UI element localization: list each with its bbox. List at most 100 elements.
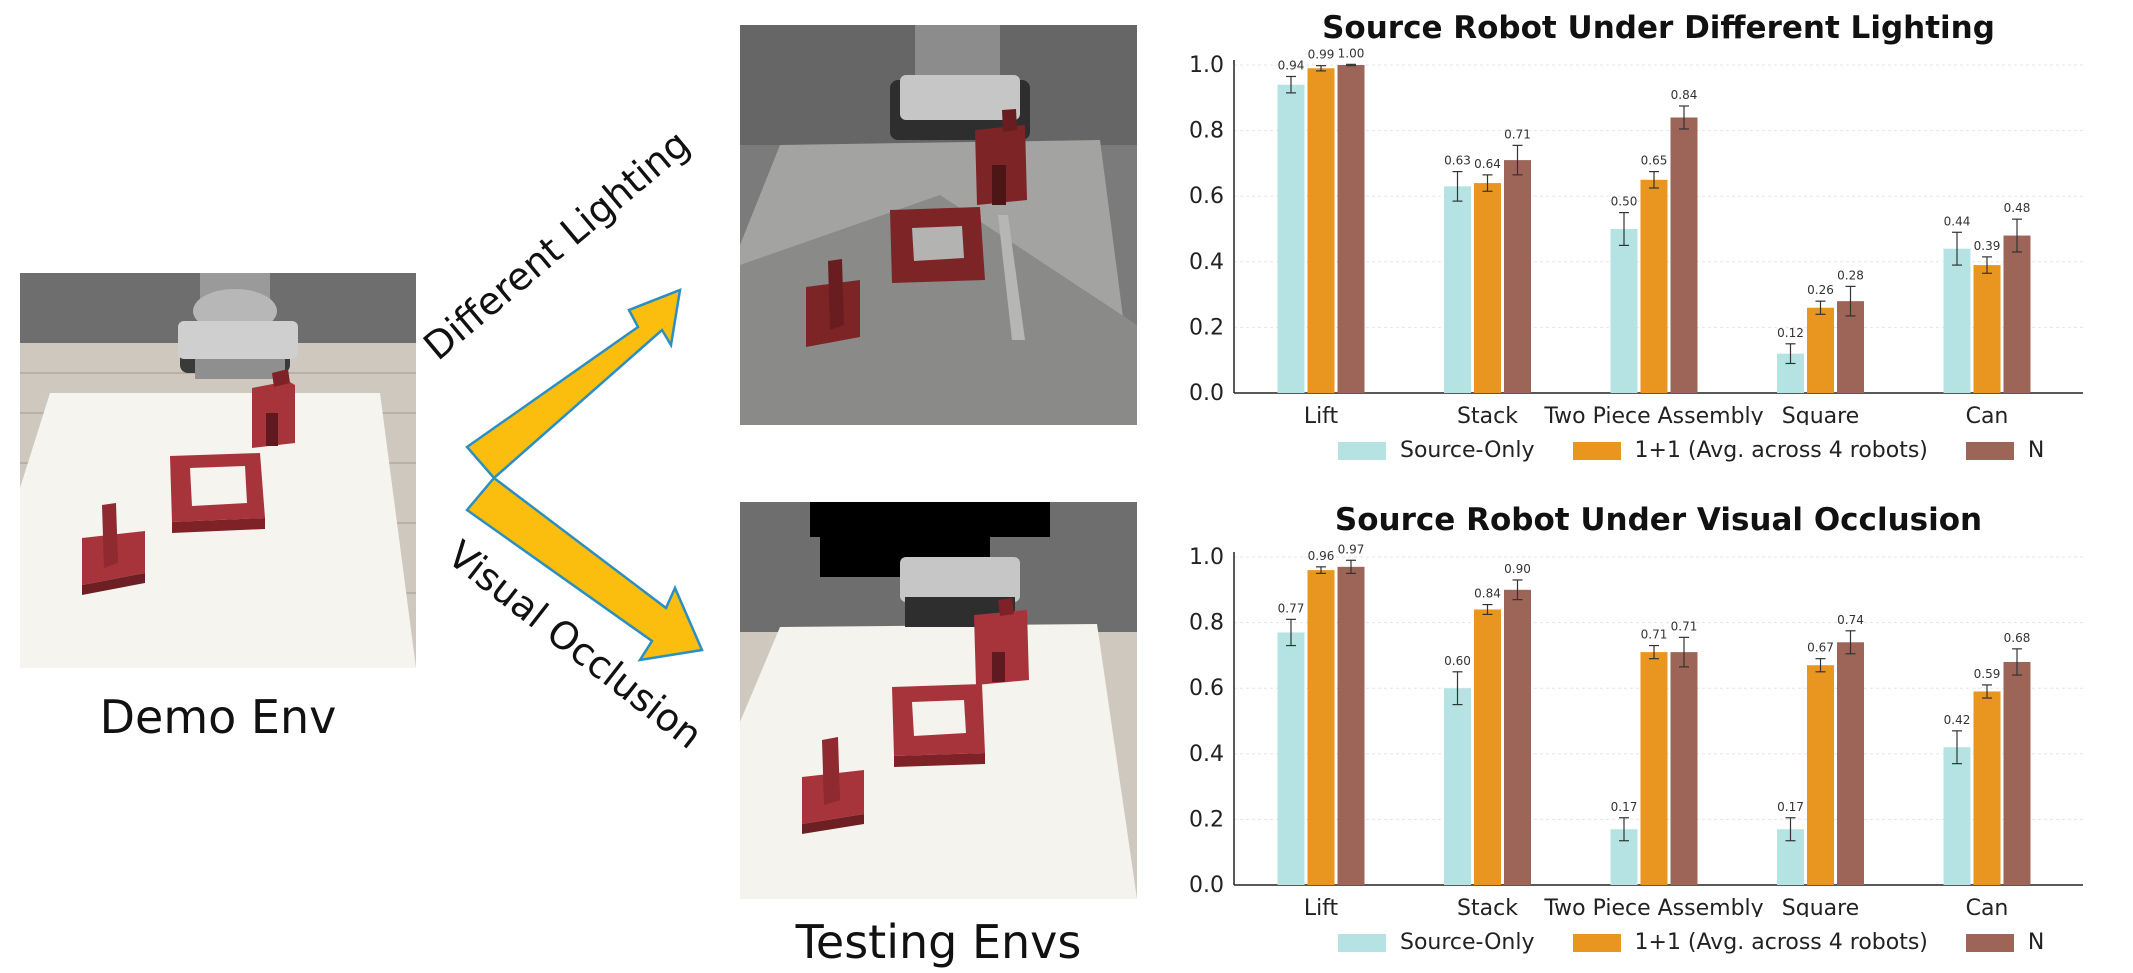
- x-tick-label: Stack: [1457, 896, 1518, 917]
- x-tick-label: Can: [1966, 404, 2009, 425]
- arrow-up-icon: [465, 288, 682, 480]
- bar-one-plus-one: [1807, 307, 1834, 393]
- bar-one-plus-one: [1973, 265, 2001, 393]
- bar-n: [1670, 117, 1698, 393]
- data-label: 0.59: [1974, 667, 2001, 681]
- data-label: 0.71: [1641, 628, 1668, 642]
- x-tick-label: Stack: [1457, 404, 1518, 425]
- bar-one-plus-one: [1474, 183, 1501, 393]
- bar-one-plus-one: [1307, 570, 1335, 885]
- legend-label: 1+1 (Avg. across 4 robots): [1634, 930, 1928, 955]
- legend-source-only: Source-Only: [1338, 930, 1535, 955]
- bar-source-only: [1610, 229, 1638, 393]
- x-tick-label: Square: [1782, 404, 1859, 425]
- legend-one-plus-one: 1+1 (Avg. across 4 robots): [1572, 930, 1928, 955]
- x-tick-label: Lift: [1304, 404, 1339, 425]
- data-label: 0.48: [2004, 201, 2031, 215]
- data-label: 0.65: [1641, 154, 1668, 168]
- bar-n: [1504, 160, 1531, 393]
- lighting-legend: Source-Only 1+1 (Avg. across 4 robots) N: [1338, 438, 2066, 463]
- legend-n: N: [1965, 438, 2045, 463]
- lighting-chart: Source Robot Under Different Lighting 0.0…: [1189, 10, 2083, 425]
- legend-one-plus-one: 1+1 (Avg. across 4 robots): [1572, 438, 1928, 463]
- data-label: 0.60: [1444, 654, 1471, 668]
- bar-one-plus-one: [1640, 179, 1668, 393]
- bar-one-plus-one: [1474, 609, 1501, 885]
- y-tick-label: 0.0: [1189, 381, 1224, 406]
- legend-label: Source-Only: [1400, 438, 1535, 463]
- x-tick-label: Lift: [1304, 896, 1339, 917]
- bar-one-plus-one: [1307, 68, 1335, 393]
- data-label: 0.97: [1338, 542, 1365, 556]
- bar-one-plus-one: [1973, 691, 2001, 885]
- legend-label: Source-Only: [1400, 930, 1535, 955]
- data-label: 0.84: [1474, 587, 1501, 601]
- chart-title: Source Robot Under Different Lighting: [1322, 10, 1995, 46]
- bar-source-only: [1943, 747, 1971, 885]
- data-label: 0.84: [1671, 88, 1698, 102]
- bar-source-only: [1943, 248, 1971, 393]
- data-label: 0.17: [1611, 800, 1638, 814]
- testing-env-lighting-scene: [740, 25, 1137, 425]
- y-tick-label: 0.4: [1189, 250, 1224, 275]
- y-tick-label: 0.2: [1189, 315, 1224, 340]
- x-tick-label: Two Piece Assembly: [1543, 404, 1763, 425]
- data-label: 0.99: [1308, 48, 1335, 62]
- legend-n: N: [1965, 930, 2045, 955]
- data-label: 0.26: [1807, 283, 1834, 297]
- data-label: 0.71: [1671, 619, 1698, 633]
- data-label: 0.67: [1807, 641, 1834, 655]
- y-tick-label: 1.0: [1189, 545, 1224, 570]
- bar-source-only: [1444, 688, 1471, 885]
- bar-source-only: [1277, 632, 1305, 885]
- y-tick-label: 0.8: [1189, 611, 1224, 636]
- data-label: 0.64: [1474, 157, 1501, 171]
- bar-n: [1337, 65, 1365, 393]
- demo-peg-piece: [82, 503, 145, 595]
- data-label: 0.68: [2004, 631, 2031, 645]
- bar-one-plus-one: [1807, 665, 1834, 885]
- occlusion-legend: Source-Only 1+1 (Avg. across 4 robots) N: [1338, 930, 2066, 955]
- data-label: 0.12: [1777, 326, 1804, 340]
- y-tick-label: 0.0: [1189, 873, 1224, 898]
- legend-label: 1+1 (Avg. across 4 robots): [1634, 438, 1928, 463]
- data-label: 0.17: [1777, 800, 1804, 814]
- y-tick-label: 0.6: [1189, 184, 1224, 209]
- data-label: 0.90: [1504, 562, 1531, 576]
- testing-env-occlusion-scene: [740, 502, 1137, 899]
- data-label: 0.94: [1278, 58, 1305, 72]
- legend-label: N: [2027, 438, 2045, 463]
- bar-one-plus-one: [1640, 652, 1668, 885]
- bar-n: [1837, 642, 1864, 885]
- data-label: 0.74: [1837, 613, 1864, 627]
- data-label: 0.44: [1944, 214, 1971, 228]
- bar-n: [1504, 589, 1531, 885]
- x-tick-label: Two Piece Assembly: [1543, 896, 1763, 917]
- bar-source-only: [1444, 186, 1471, 393]
- demo-square-frame: [170, 453, 265, 533]
- demo-right-block: [252, 369, 295, 448]
- arrows-layer: Different Lighting Visual Occlusion: [415, 121, 710, 757]
- data-label: 0.50: [1611, 195, 1638, 209]
- data-label: 0.39: [1974, 239, 2001, 253]
- y-tick-label: 0.2: [1189, 807, 1224, 832]
- y-tick-label: 1.0: [1189, 53, 1224, 78]
- testing-envs-caption: Testing Envs: [795, 915, 1082, 969]
- y-tick-label: 0.8: [1189, 119, 1224, 144]
- demo-env-scene: [20, 273, 416, 668]
- bar-source-only: [1277, 84, 1305, 394]
- data-label: 0.71: [1504, 127, 1531, 141]
- data-label: 0.96: [1308, 549, 1335, 563]
- demo-env-caption: Demo Env: [99, 690, 337, 744]
- bar-n: [1670, 652, 1698, 885]
- bar-n: [2003, 235, 2031, 393]
- legend-label: N: [2027, 930, 2045, 955]
- data-label: 0.28: [1837, 268, 1864, 282]
- y-tick-label: 0.4: [1189, 742, 1224, 767]
- x-tick-label: Square: [1782, 896, 1859, 917]
- chart-title: Source Robot Under Visual Occlusion: [1335, 502, 1982, 538]
- data-label: 0.77: [1278, 601, 1305, 615]
- arrow-down-icon: [465, 476, 704, 662]
- occlusion-chart: Source Robot Under Visual Occlusion 0.0 0.…: [1189, 502, 2083, 917]
- x-tick-label: Can: [1966, 896, 2009, 917]
